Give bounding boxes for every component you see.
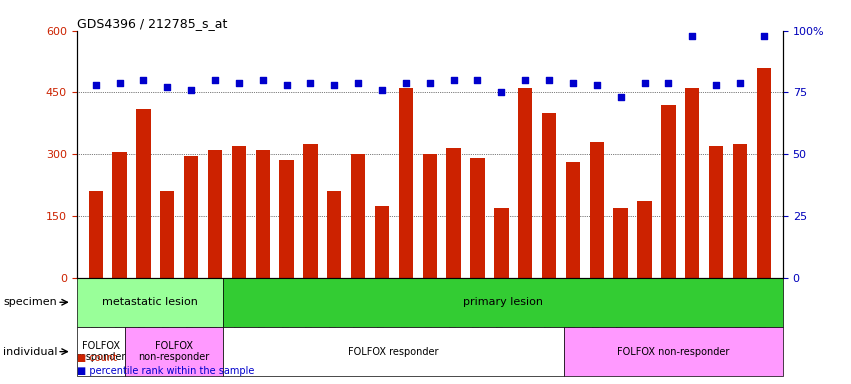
Point: [112, 79, 126, 86]
Bar: [423, 154, 437, 278]
Point: [328, 82, 341, 88]
Text: FOLFOX
responder: FOLFOX responder: [77, 341, 126, 362]
Bar: [542, 113, 557, 278]
Point: [351, 79, 365, 86]
Bar: [471, 158, 484, 278]
Point: [185, 87, 198, 93]
Point: [518, 77, 532, 83]
Bar: [637, 202, 652, 278]
Point: [590, 82, 603, 88]
Point: [661, 79, 675, 86]
Bar: [351, 154, 365, 278]
Text: FOLFOX non-responder: FOLFOX non-responder: [617, 347, 729, 357]
Bar: [112, 152, 127, 278]
Text: GDS4396 / 212785_s_at: GDS4396 / 212785_s_at: [77, 17, 227, 30]
Point: [566, 79, 580, 86]
Point: [399, 79, 413, 86]
Bar: [184, 156, 198, 278]
Bar: [89, 191, 103, 278]
Text: specimen: specimen: [3, 297, 57, 307]
Point: [709, 82, 722, 88]
Point: [304, 79, 317, 86]
Point: [89, 82, 102, 88]
Text: individual: individual: [3, 347, 57, 357]
Bar: [447, 148, 460, 278]
Bar: [136, 109, 151, 278]
Point: [734, 79, 747, 86]
FancyBboxPatch shape: [223, 327, 563, 376]
FancyBboxPatch shape: [77, 327, 125, 376]
Point: [375, 87, 389, 93]
Text: FOLFOX
non-responder: FOLFOX non-responder: [139, 341, 209, 362]
Bar: [279, 161, 294, 278]
Bar: [661, 105, 676, 278]
Bar: [494, 208, 509, 278]
Bar: [327, 191, 341, 278]
FancyBboxPatch shape: [563, 327, 783, 376]
Bar: [757, 68, 771, 278]
Bar: [303, 144, 317, 278]
FancyBboxPatch shape: [77, 278, 223, 327]
Bar: [160, 191, 174, 278]
Bar: [733, 144, 747, 278]
Text: ■ count: ■ count: [77, 353, 117, 363]
Point: [614, 94, 627, 101]
Bar: [518, 88, 533, 278]
Point: [494, 89, 508, 96]
Point: [757, 33, 771, 39]
Point: [447, 77, 460, 83]
Bar: [590, 142, 604, 278]
FancyBboxPatch shape: [125, 327, 223, 376]
Bar: [255, 150, 270, 278]
Text: FOLFOX responder: FOLFOX responder: [348, 347, 438, 357]
Point: [137, 77, 151, 83]
Point: [423, 79, 437, 86]
Bar: [685, 88, 700, 278]
Point: [542, 77, 556, 83]
Point: [208, 77, 222, 83]
Bar: [208, 150, 222, 278]
Point: [256, 77, 270, 83]
Point: [685, 33, 699, 39]
Point: [471, 77, 484, 83]
Text: ■ percentile rank within the sample: ■ percentile rank within the sample: [77, 366, 254, 376]
Text: metastatic lesion: metastatic lesion: [102, 297, 197, 307]
Point: [637, 79, 651, 86]
Bar: [566, 162, 580, 278]
Point: [280, 82, 294, 88]
Bar: [614, 208, 628, 278]
Point: [161, 84, 174, 91]
Bar: [375, 205, 389, 278]
Point: [232, 79, 246, 86]
Bar: [399, 88, 413, 278]
FancyBboxPatch shape: [223, 278, 783, 327]
Text: primary lesion: primary lesion: [463, 297, 543, 307]
Bar: [231, 146, 246, 278]
Bar: [709, 146, 723, 278]
